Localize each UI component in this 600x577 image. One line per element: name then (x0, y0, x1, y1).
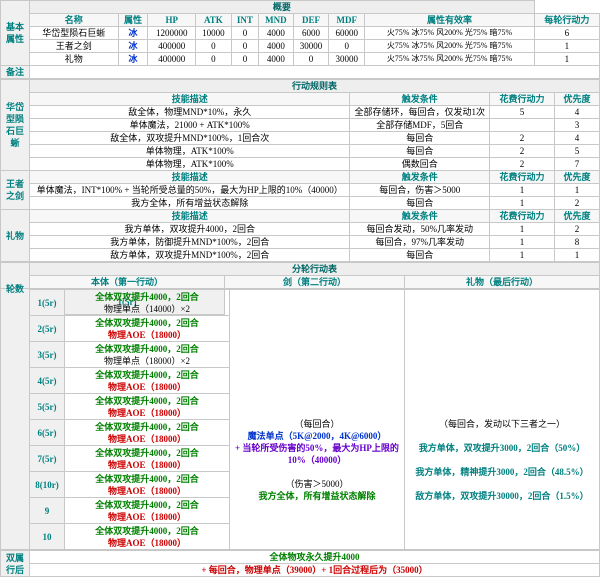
unit2-label: 王者之剑 (1, 171, 30, 210)
stats-section-label: 基本属性 (1, 1, 30, 66)
action-table: 华岱型陨石巨蜥 行动规则表 技能描述触发条件花费行动力优先度 敌全体，物理MND… (0, 79, 600, 262)
footer-table: 双属行后 全体物攻永久提升4000 + 每回合，物理单点（39000）+ 1回合… (0, 550, 600, 577)
stats-row: 华岱型陨石巨蜥冰12000001000004000600060000火75% 冰… (1, 27, 600, 40)
unit1-label: 华岱型陨石巨蜥 (1, 80, 30, 171)
stats-table: 基本属性 概要 名称属性HPATKINTMNDDEFMDF属性有效率每轮行动力 … (0, 0, 600, 79)
unit3-label: 礼物 (1, 210, 30, 262)
stats-row: 王者之剑冰400000004000300000火75% 冰75% 风200% 光… (1, 40, 600, 53)
schedule-body: 1(5r) 全体双攻提升4000，2回合物理单点（14000）×2 （每回合） … (0, 288, 600, 550)
note-label: 备注 (1, 66, 30, 79)
footer-label: 双属行后 (1, 551, 30, 577)
stats-row: 礼物冰400000004000030000火75% 冰75% 风200% 光75… (1, 53, 600, 66)
